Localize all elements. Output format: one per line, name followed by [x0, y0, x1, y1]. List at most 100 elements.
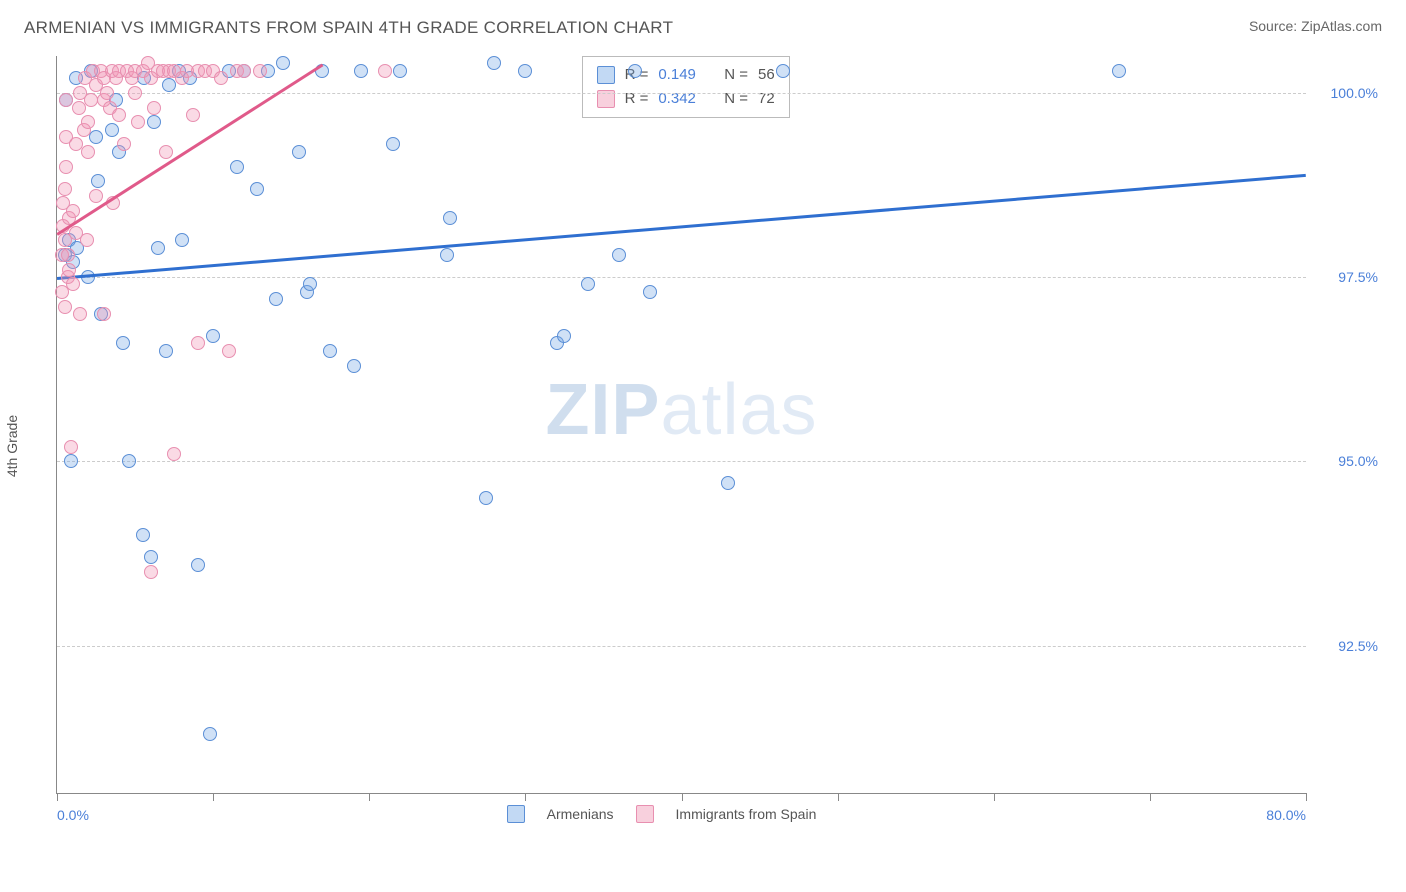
- x-tick: [525, 793, 526, 801]
- data-point-armenians: [487, 56, 501, 70]
- data-point-armenians: [151, 241, 165, 255]
- data-point-armenians: [393, 64, 407, 78]
- data-point-armenians: [347, 359, 361, 373]
- x-tick: [1150, 793, 1151, 801]
- data-point-armenians: [323, 344, 337, 358]
- data-point-immigrants_spain: [97, 307, 111, 321]
- data-point-immigrants_spain: [64, 440, 78, 454]
- swatch-armenians-icon: [597, 66, 615, 84]
- plot-area: ZIPatlas R = 0.149 N = 56 R = 0.342 N = …: [56, 56, 1306, 794]
- data-point-armenians: [292, 145, 306, 159]
- y-axis-title: 4th Grade: [4, 415, 20, 477]
- data-point-armenians: [269, 292, 283, 306]
- data-point-armenians: [144, 550, 158, 564]
- data-point-immigrants_spain: [214, 71, 228, 85]
- r-prefix: R =: [625, 87, 649, 111]
- gridline: [57, 461, 1306, 462]
- stats-legend-box: R = 0.149 N = 56 R = 0.342 N = 72: [582, 56, 790, 118]
- data-point-armenians: [612, 248, 626, 262]
- x-tick: [838, 793, 839, 801]
- data-point-immigrants_spain: [147, 101, 161, 115]
- data-point-immigrants_spain: [81, 145, 95, 159]
- source-prefix: Source:: [1249, 18, 1301, 34]
- x-tick: [369, 793, 370, 801]
- data-point-armenians: [91, 174, 105, 188]
- y-tick-label: 95.0%: [1314, 453, 1378, 469]
- r-value-spain: 0.342: [658, 87, 696, 111]
- data-point-immigrants_spain: [61, 248, 75, 262]
- data-point-armenians: [628, 64, 642, 78]
- data-point-immigrants_spain: [253, 64, 267, 78]
- data-point-immigrants_spain: [72, 101, 86, 115]
- data-point-immigrants_spain: [378, 64, 392, 78]
- trend-line-armenians: [57, 174, 1306, 280]
- data-point-armenians: [203, 727, 217, 741]
- data-point-armenians: [303, 277, 317, 291]
- data-point-armenians: [175, 233, 189, 247]
- x-tick: [1306, 793, 1307, 801]
- data-point-armenians: [643, 285, 657, 299]
- data-point-immigrants_spain: [222, 344, 236, 358]
- data-point-armenians: [116, 336, 130, 350]
- data-point-armenians: [440, 248, 454, 262]
- data-point-armenians: [162, 78, 176, 92]
- data-point-armenians: [581, 277, 595, 291]
- data-point-armenians: [191, 558, 205, 572]
- data-point-armenians: [136, 528, 150, 542]
- chart-title: ARMENIAN VS IMMIGRANTS FROM SPAIN 4TH GR…: [24, 18, 673, 38]
- data-point-immigrants_spain: [80, 233, 94, 247]
- y-tick-label: 100.0%: [1314, 85, 1378, 101]
- data-point-armenians: [443, 211, 457, 225]
- data-point-armenians: [250, 182, 264, 196]
- data-point-armenians: [89, 130, 103, 144]
- x-axis-label-start: 0.0%: [57, 807, 89, 823]
- data-point-immigrants_spain: [73, 307, 87, 321]
- data-point-immigrants_spain: [100, 86, 114, 100]
- watermark-bold: ZIP: [545, 370, 660, 450]
- data-point-armenians: [1112, 64, 1126, 78]
- watermark: ZIPatlas: [545, 369, 817, 451]
- r-value-armenians: 0.149: [658, 63, 696, 87]
- x-tick: [57, 793, 58, 801]
- source-label: Source: ZipAtlas.com: [1249, 18, 1382, 34]
- data-point-armenians: [64, 454, 78, 468]
- n-value-armenians: 56: [758, 63, 775, 87]
- gridline: [57, 277, 1306, 278]
- x-tick: [213, 793, 214, 801]
- data-point-immigrants_spain: [128, 86, 142, 100]
- data-point-armenians: [159, 344, 173, 358]
- data-point-armenians: [721, 476, 735, 490]
- x-axis-label-end: 80.0%: [1266, 807, 1306, 823]
- data-point-immigrants_spain: [237, 64, 251, 78]
- legend-swatch-armenians-icon: [507, 805, 525, 823]
- data-point-immigrants_spain: [186, 108, 200, 122]
- data-point-immigrants_spain: [81, 115, 95, 129]
- data-point-immigrants_spain: [62, 263, 76, 277]
- bottom-legend: Armenians Immigrants from Spain: [507, 805, 817, 823]
- legend-swatch-spain-icon: [636, 805, 654, 823]
- data-point-armenians: [386, 137, 400, 151]
- n-prefix: N =: [724, 63, 748, 87]
- data-point-immigrants_spain: [131, 115, 145, 129]
- n-prefix: N =: [724, 87, 748, 111]
- data-point-immigrants_spain: [191, 336, 205, 350]
- data-point-immigrants_spain: [89, 189, 103, 203]
- stats-row-spain: R = 0.342 N = 72: [597, 87, 775, 111]
- data-point-armenians: [122, 454, 136, 468]
- data-point-armenians: [518, 64, 532, 78]
- gridline: [57, 646, 1306, 647]
- data-point-armenians: [230, 160, 244, 174]
- data-point-armenians: [276, 56, 290, 70]
- data-point-immigrants_spain: [66, 277, 80, 291]
- watermark-light: atlas: [660, 370, 817, 450]
- data-point-armenians: [557, 329, 571, 343]
- data-point-immigrants_spain: [159, 145, 173, 159]
- x-tick: [994, 793, 995, 801]
- data-point-immigrants_spain: [59, 160, 73, 174]
- x-tick: [682, 793, 683, 801]
- stats-row-armenians: R = 0.149 N = 56: [597, 63, 775, 87]
- data-point-immigrants_spain: [167, 447, 181, 461]
- y-tick-label: 92.5%: [1314, 638, 1378, 654]
- data-point-immigrants_spain: [66, 204, 80, 218]
- gridline: [57, 93, 1306, 94]
